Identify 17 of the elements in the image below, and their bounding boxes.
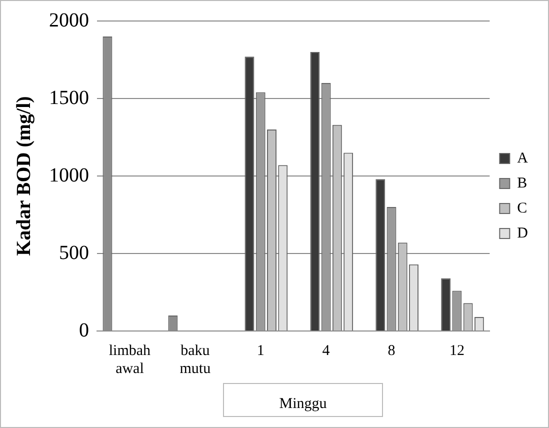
legend-label: D (517, 225, 528, 242)
x-tick-label: 4 (322, 342, 330, 359)
legend-label: C (517, 200, 528, 216)
y-tick-label: 0 (79, 319, 89, 342)
x-axis-title: Minggu (223, 383, 383, 417)
y-axis-title: Kadar BOD (mg/l) (13, 96, 36, 256)
x-tick-label: 1 (256, 342, 264, 359)
x-tick-label: 12 (449, 342, 464, 359)
y-tick-label: 2000 (49, 9, 89, 32)
x-tick-label: baku mutu (180, 342, 212, 377)
x-tick-label: 8 (388, 342, 396, 359)
y-tick-label: 1000 (49, 164, 89, 186)
legend-label: B (517, 175, 528, 192)
y-tick-label: 500 (59, 242, 89, 264)
y-tick-label: 1500 (49, 86, 89, 109)
x-tick-label: limbah awal (108, 342, 152, 377)
legend-label: A (517, 150, 528, 166)
